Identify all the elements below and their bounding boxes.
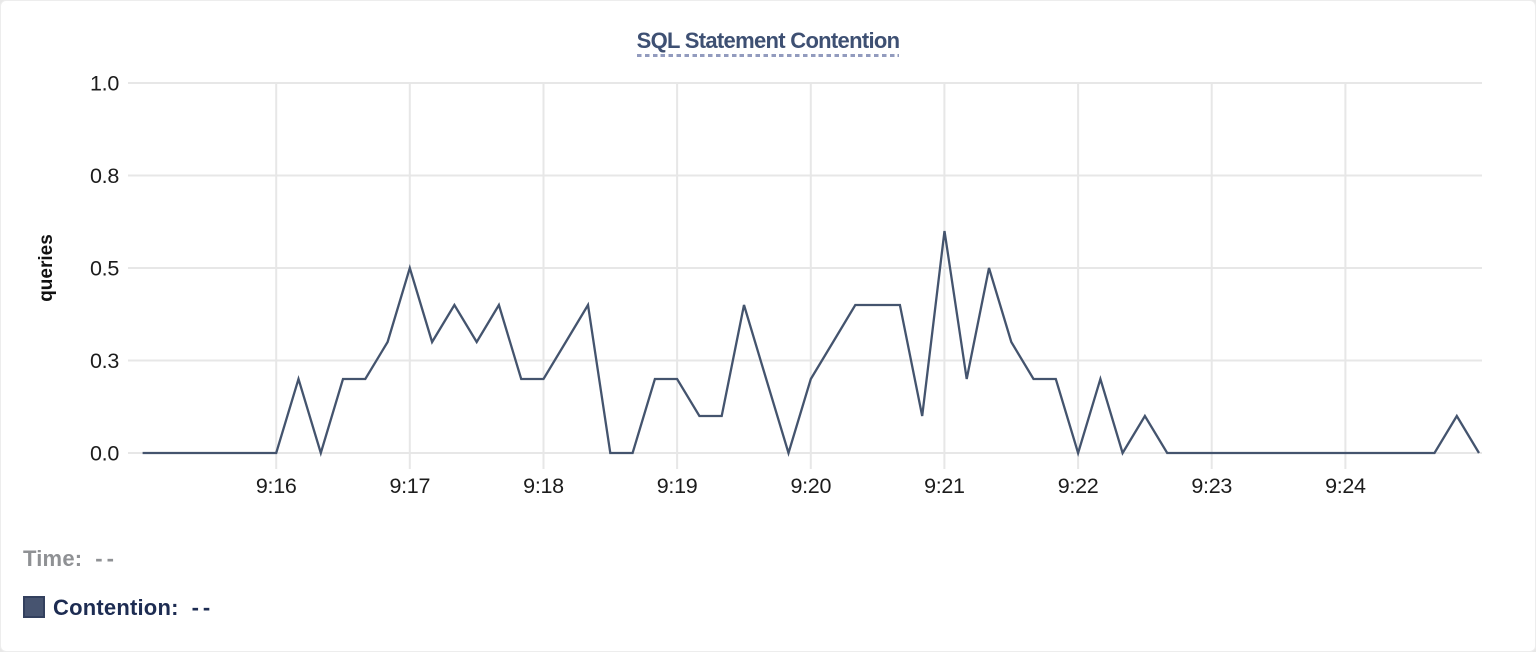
svg-text:0.0: 0.0 (90, 442, 119, 466)
svg-text:1.0: 1.0 (90, 72, 119, 96)
svg-text:9:21: 9:21 (924, 474, 965, 498)
svg-text:9:16: 9:16 (256, 474, 297, 498)
svg-text:9:24: 9:24 (1325, 474, 1366, 498)
svg-text:9:23: 9:23 (1191, 474, 1232, 498)
svg-text:9:19: 9:19 (657, 474, 698, 498)
svg-text:queries: queries (36, 234, 57, 302)
svg-text:0.8: 0.8 (90, 164, 119, 188)
svg-text:9:20: 9:20 (790, 474, 831, 498)
svg-text:9:22: 9:22 (1058, 474, 1099, 498)
svg-text:0.3: 0.3 (90, 349, 119, 373)
svg-text:9:17: 9:17 (389, 474, 430, 498)
svg-text:0.5: 0.5 (90, 257, 119, 281)
svg-text:9:18: 9:18 (523, 474, 564, 498)
